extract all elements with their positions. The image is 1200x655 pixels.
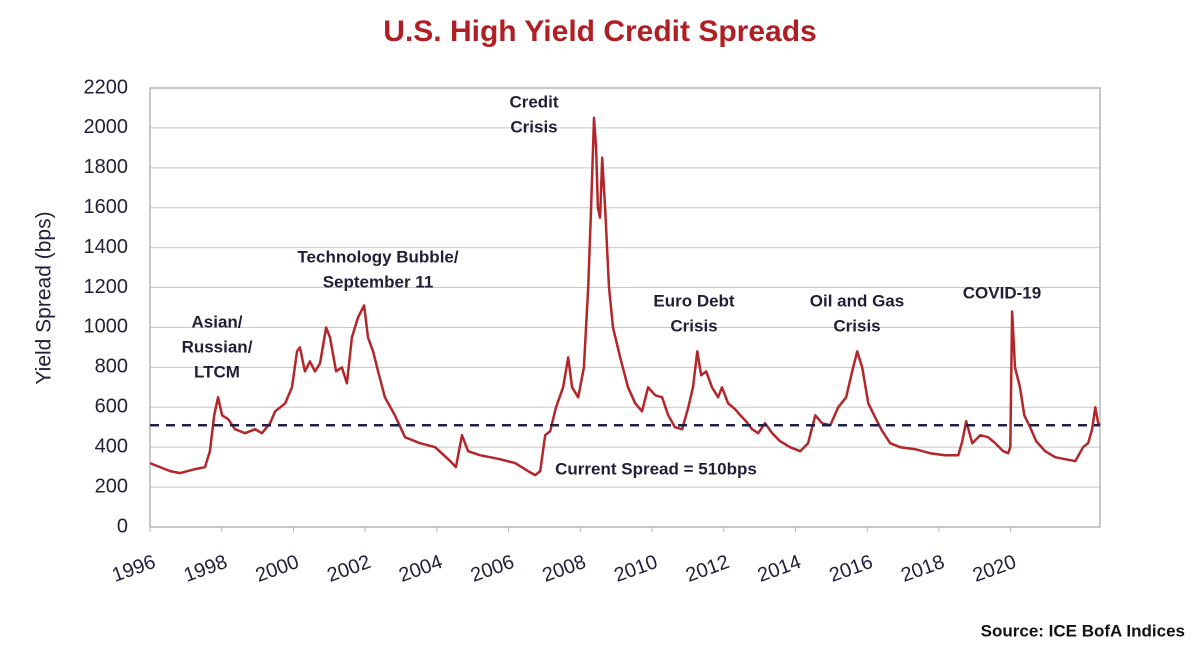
y-tick-label: 1200 [84,276,129,298]
annotation: Euro Debt [653,291,735,310]
y-tick-label: 1000 [84,316,129,338]
y-tick-label: 400 [95,435,128,457]
annotation: Russian/ [182,337,253,356]
annotation: Asian/ [191,312,242,331]
y-tick-label: 1600 [84,196,129,218]
annotation: Credit [509,92,558,111]
y-tick-label: 0 [117,515,128,537]
x-tick-label: 2014 [755,551,804,587]
chart-title: U.S. High Yield Credit Spreads [383,15,816,48]
x-tick-label: 2004 [396,551,445,587]
annotation: Technology Bubble/ [297,247,458,266]
x-tick-label: 2010 [611,551,660,587]
y-tick-label: 1400 [84,236,129,258]
annotation: September 11 [323,272,434,291]
annotation: Crisis [670,316,717,335]
x-tick-label: 2020 [970,551,1019,587]
plot-border [149,87,1101,528]
y-tick-label: 200 [95,475,128,497]
annotation: LTCM [194,362,240,381]
line-series [149,116,1101,477]
y-tick-label: 1800 [84,156,129,178]
y-tick-label: 2200 [84,76,129,98]
annotation: COVID-19 [963,283,1041,302]
x-tick-label: 1998 [181,551,230,587]
annotation: Oil and Gas [810,291,904,310]
x-tick-label: 2018 [898,551,947,587]
x-tick-label: 2006 [468,551,517,587]
annotation: Crisis [833,316,880,335]
y-tick-label: 600 [95,396,128,418]
y-axis-label: Yield Spread (bps) [33,211,56,384]
x-tick-label: 2000 [253,551,302,587]
y-tick-label: 800 [95,356,128,378]
x-tick-label: 2016 [826,551,875,587]
annotation: Crisis [510,117,557,136]
current-spread-label: Current Spread = 510bps [555,459,757,478]
source: Source: ICE BofA Indices [981,621,1185,640]
x-tick-label: 2002 [324,551,373,587]
x-tick-label: 1996 [109,551,158,587]
x-tick-label: 2008 [540,551,589,587]
y-tick-label: 2000 [84,116,129,138]
x-tick-label: 2012 [683,551,732,587]
